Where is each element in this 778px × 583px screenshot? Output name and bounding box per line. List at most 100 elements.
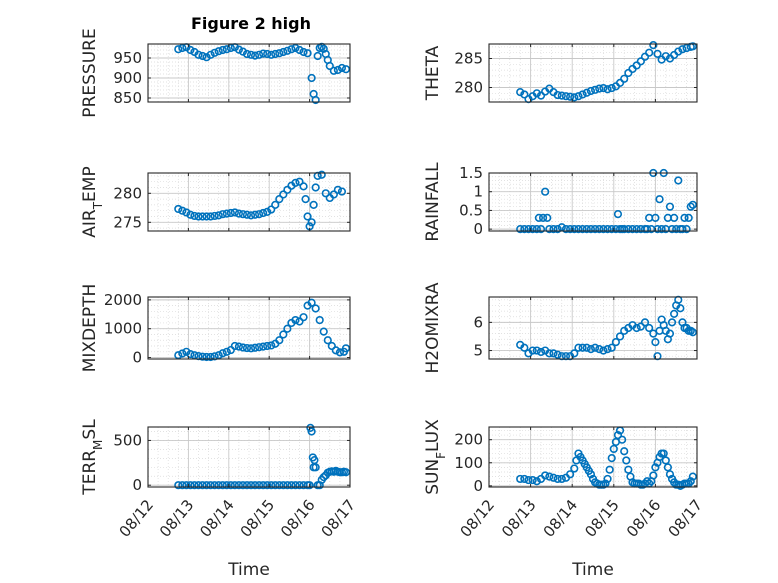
data-point [263,207,272,216]
data-point [553,225,562,234]
y-tick-label: 280 [113,184,142,202]
data-point [178,349,187,358]
data-point [603,225,612,234]
data-point [624,225,633,234]
data-point [333,185,342,194]
data-point [319,473,328,482]
data-point [538,213,548,223]
y-tick-label: 280 [454,79,483,97]
data-point [255,50,264,59]
data-point [642,225,652,234]
data-point [545,225,554,234]
data-point [182,481,191,490]
x-axis-label: Time [227,560,270,580]
data-point [590,85,600,94]
y-tick-label: 1.5 [459,164,483,182]
data-point [315,315,324,325]
axes-box [488,426,698,488]
data-point [287,45,296,54]
data-point [657,225,666,234]
data-point [549,349,558,358]
data-point [311,183,320,192]
data-point [661,456,670,465]
data-point [684,213,693,223]
axes-box [147,296,351,360]
data-point [238,210,248,219]
y-tick-label: 275 [113,213,142,231]
data-point [570,93,579,102]
subplot-grid: 850 900 950 PRESSURE 280 285 THETA 275 280 AIRTEM… [80,28,706,580]
data-point [686,477,695,486]
axes-box [147,172,351,232]
data-point [283,46,292,55]
data-point [582,88,591,97]
data-point [317,170,326,179]
data-point [524,225,533,234]
data-point [329,190,338,199]
data-point [603,85,612,94]
data-point [174,481,183,490]
data-point [645,323,654,333]
data-point [586,225,596,234]
data-point [178,481,187,490]
data-point [238,343,248,352]
data-point [238,47,248,56]
data-point [543,213,552,223]
data-point [603,345,612,354]
data-point [613,210,623,219]
data-point [331,346,340,355]
data-point [295,45,304,55]
data-point [574,92,583,101]
data-point [259,49,268,58]
data-point [271,200,280,209]
data-point [570,464,579,473]
data-point [287,481,296,490]
x-tick-label: 08/15 [237,496,279,541]
data-point [590,343,600,352]
y-tick-label: 0.5 [459,201,483,219]
data-point [226,208,235,218]
data-point [299,47,308,57]
y-tick-label: 200 [454,431,483,449]
data-point [198,352,207,361]
data-point [202,352,211,362]
subplot-1: 850 900 950 PRESSURE [80,28,351,118]
data-point [295,317,304,326]
data-point [688,42,697,51]
data-point [222,347,231,356]
data-point [667,225,677,234]
data-point [198,481,207,490]
data-point [651,337,660,347]
y-tick-label: 100 [454,454,483,472]
data-point [553,90,562,100]
data-point [250,343,260,352]
y-tick-label: 6 [473,313,483,331]
data-point [536,225,546,234]
x-tick-label: 08/17 [317,496,359,541]
data-point [246,50,256,59]
y-tick-label: 950 [113,49,142,67]
data-point [206,352,215,362]
y-tick-label: 2000 [104,291,142,309]
data-point [628,225,637,234]
data-point [607,343,616,352]
data-point [218,210,227,219]
data-point [632,225,641,234]
axes-box [488,43,698,103]
data-point [291,315,300,325]
data-point [309,200,318,209]
data-point [624,68,633,78]
data-point [250,210,260,219]
data-point [645,48,654,57]
data-point [609,444,618,454]
data-point [234,342,243,351]
data-point [202,481,211,490]
data-point [678,225,687,234]
subplot-7: 0 500 TERRMSL 08/1208/1308/1408/1508/1608/1… [80,419,359,580]
data-point [263,481,272,490]
data-point [307,218,316,227]
y-axis-label: H2OMIXRA [423,282,443,373]
data-point [214,47,223,56]
data-point [246,344,256,353]
data-point [586,470,596,479]
